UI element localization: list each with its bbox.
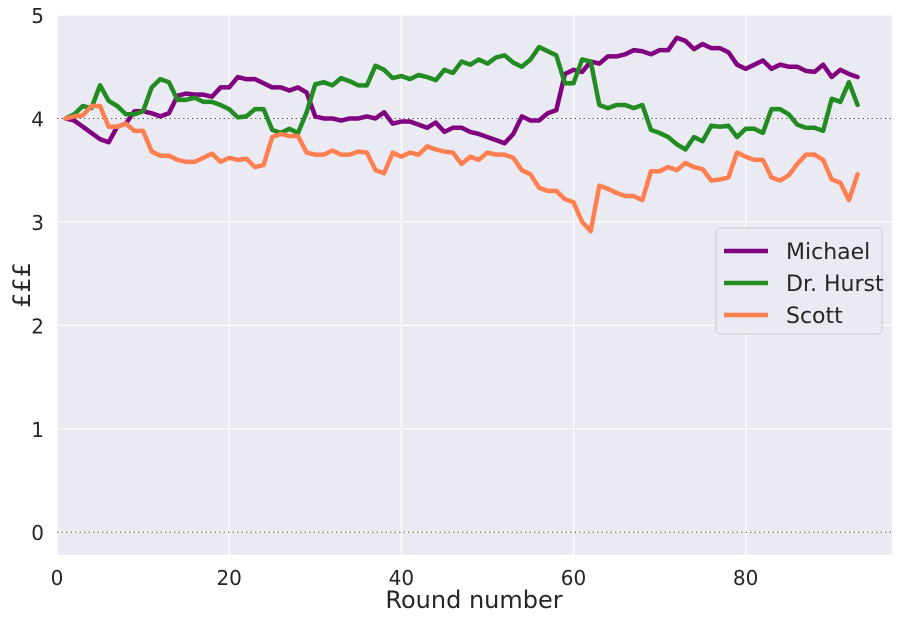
x-axis-label: Round number bbox=[385, 586, 562, 614]
x-tick-label: 80 bbox=[733, 566, 758, 590]
legend: Michael Dr. Hurst Scott bbox=[715, 227, 884, 335]
y-tick-label: 4 bbox=[31, 107, 44, 131]
y-tick-label: 3 bbox=[31, 211, 44, 235]
y-axis-ticks: 0 1 2 3 4 5 bbox=[31, 4, 44, 545]
grid-lines bbox=[56, 14, 892, 555]
legend-box bbox=[715, 227, 883, 335]
y-tick-label: 1 bbox=[31, 418, 44, 442]
x-tick-label: 40 bbox=[389, 566, 414, 590]
legend-label-scott: Scott bbox=[786, 304, 843, 329]
y-tick-label: 5 bbox=[31, 4, 44, 28]
y-tick-label: 0 bbox=[31, 521, 44, 545]
series-line-scott bbox=[63, 103, 860, 234]
legend-label-michael: Michael bbox=[786, 240, 870, 265]
x-tick-label: 60 bbox=[561, 566, 586, 590]
x-axis-ticks: 0 20 40 60 80 bbox=[51, 566, 759, 590]
legend-label-dr-hurst: Dr. Hurst bbox=[786, 272, 884, 297]
series-line-dr-hurst bbox=[63, 44, 860, 152]
y-tick-label: 2 bbox=[31, 314, 44, 338]
x-tick-label: 0 bbox=[51, 566, 64, 590]
x-tick-label: 20 bbox=[216, 566, 241, 590]
series-lines bbox=[63, 35, 860, 234]
y-axis-label: £££ bbox=[8, 262, 36, 308]
series-line-michael bbox=[63, 35, 860, 146]
